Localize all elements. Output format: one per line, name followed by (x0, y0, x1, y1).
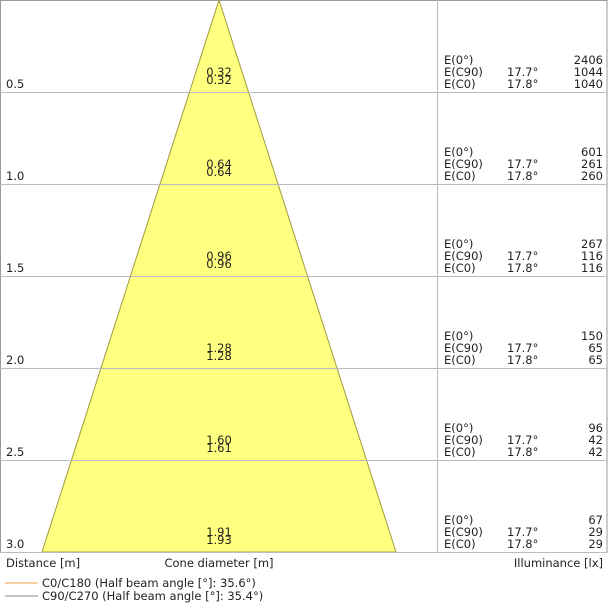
illuminance-label: E(C90) (444, 157, 483, 171)
illuminance-value: 261 (581, 157, 603, 171)
illuminance-label: E(0°) (444, 513, 473, 527)
angle: 17.7° (507, 433, 538, 447)
angle: 17.8° (507, 445, 538, 459)
illuminance-value: 116 (581, 249, 603, 263)
cone-diameter: 0.32 (206, 73, 232, 87)
distance-label: 1.5 (6, 261, 24, 275)
illuminance-value: 65 (588, 341, 603, 355)
illuminance-value: 1040 (574, 77, 603, 91)
illuminance-value: 2406 (574, 53, 603, 67)
angle: 17.7° (507, 157, 538, 171)
illuminance-value: 116 (581, 261, 603, 275)
distance-label: 2.5 (6, 445, 24, 459)
cone-diameter: 1.60 (206, 433, 232, 447)
cone-diameter: 0.96 (206, 249, 232, 263)
angle: 17.7° (507, 65, 538, 79)
angle: 17.7° (507, 341, 538, 355)
distance-label: 2.0 (6, 353, 24, 367)
angle: 17.8° (507, 537, 538, 551)
legend-entry: C90/C270 (Half beam angle [°]: 35.4°) (42, 589, 263, 603)
angle: 17.7° (507, 525, 538, 539)
illuminance-value: 150 (581, 329, 603, 343)
illuminance-value: 67 (588, 513, 603, 527)
footer-illuminance: Illuminance [lx] (514, 556, 603, 570)
distance-label: 3.0 (6, 537, 24, 551)
illuminance-label: E(C90) (444, 341, 483, 355)
angle: 17.8° (507, 77, 538, 91)
angle: 17.8° (507, 169, 538, 183)
illuminance-value: 260 (581, 169, 603, 183)
illuminance-label: E(0°) (444, 237, 473, 251)
illuminance-label: E(0°) (444, 421, 473, 435)
cone-diameter: 0.32 (206, 65, 232, 79)
illuminance-label: E(C0) (444, 261, 476, 275)
cone-diameter: 0.96 (206, 257, 232, 271)
legend-entry: C0/C180 (Half beam angle [°]: 35.6°) (42, 576, 256, 590)
illuminance-label: E(C90) (444, 65, 483, 79)
angle: 17.8° (507, 353, 538, 367)
illuminance-label: E(C0) (444, 445, 476, 459)
illuminance-label: E(C0) (444, 77, 476, 91)
angle: 17.8° (507, 261, 538, 275)
cone-diameter: 1.91 (206, 525, 232, 539)
illuminance-value: 601 (581, 145, 603, 159)
distance-label: 0.5 (6, 77, 24, 91)
illuminance-value: 267 (581, 237, 603, 251)
illuminance-value: 42 (588, 433, 603, 447)
cone-diameter: 1.28 (206, 349, 232, 363)
illuminance-label: E(C90) (444, 525, 483, 539)
illuminance-label: E(0°) (444, 145, 473, 159)
illuminance-value: 29 (588, 537, 603, 551)
illuminance-value: 29 (588, 525, 603, 539)
illuminance-label: E(0°) (444, 53, 473, 67)
cone-diameter: 1.93 (206, 533, 232, 547)
illuminance-label: E(C90) (444, 433, 483, 447)
angle: 17.7° (507, 249, 538, 263)
illuminance-value: 96 (588, 421, 603, 435)
footer-distance: Distance [m] (6, 556, 80, 570)
illuminance-label: E(C0) (444, 537, 476, 551)
illuminance-label: E(C0) (444, 169, 476, 183)
illuminance-value: 1044 (574, 65, 603, 79)
footer-diameter: Cone diameter [m] (164, 556, 273, 570)
cone-diameter: 1.28 (206, 341, 232, 355)
distance-label: 1.0 (6, 169, 24, 183)
cone-diameter: 0.64 (206, 165, 232, 179)
illuminance-label: E(0°) (444, 329, 473, 343)
illuminance-label: E(C0) (444, 353, 476, 367)
illuminance-label: E(C90) (444, 249, 483, 263)
illuminance-value: 42 (588, 445, 603, 459)
cone-diameter: 0.64 (206, 157, 232, 171)
illuminance-value: 65 (588, 353, 603, 367)
cone-diameter: 1.61 (206, 441, 232, 455)
